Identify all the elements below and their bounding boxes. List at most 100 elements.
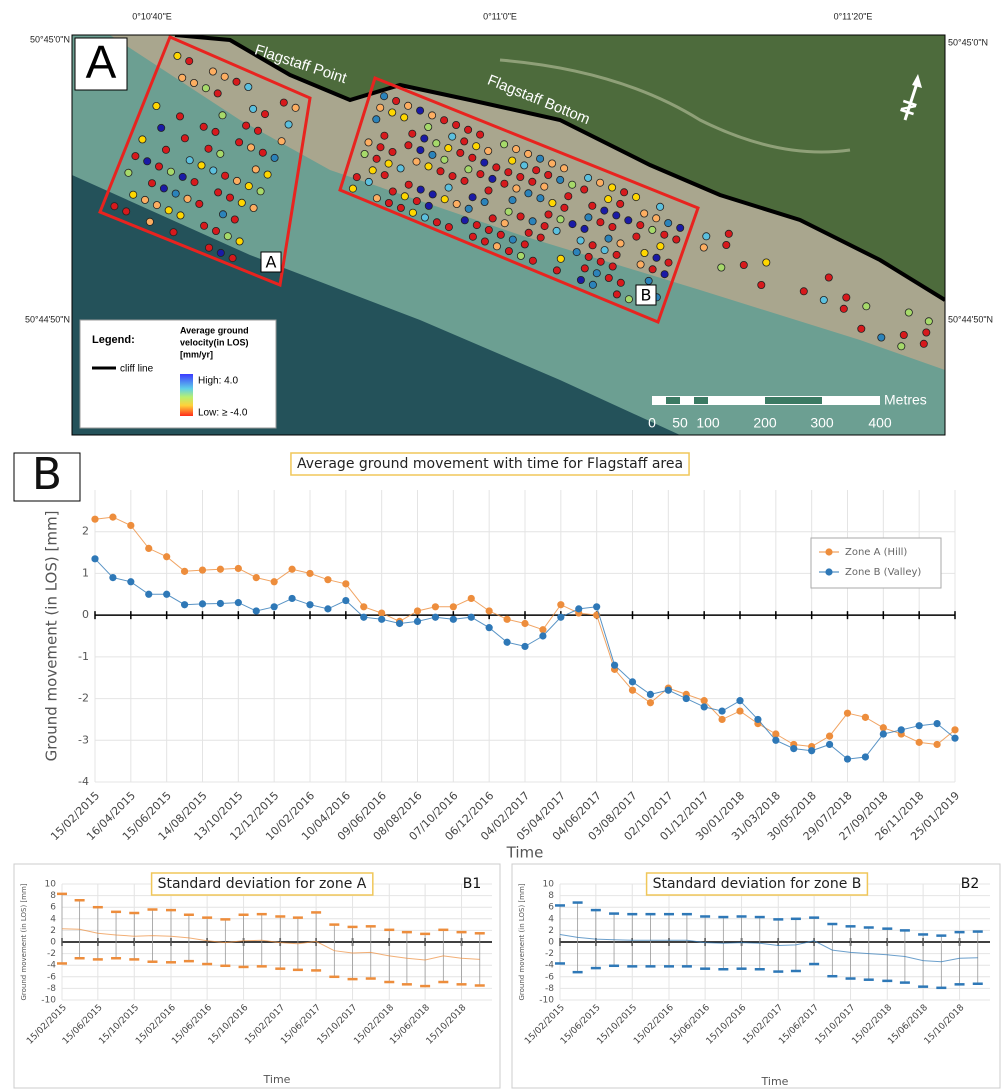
map-dot [179, 173, 186, 180]
map-dot [521, 162, 528, 169]
page: {"map": {"panel": "A", "lon_labels": ["0… [0, 0, 1004, 1090]
map-dot [633, 233, 640, 240]
map-dot [409, 209, 416, 216]
map-dot [513, 146, 520, 153]
map-dot [153, 202, 160, 209]
map-dot [609, 223, 616, 230]
map-dot [425, 123, 432, 130]
map-dot [205, 244, 212, 251]
map-dot [212, 227, 219, 234]
map-dot [264, 171, 271, 178]
lon-label: 0°11'0"E [483, 11, 517, 21]
map-dot [529, 257, 536, 264]
data-point [432, 614, 439, 621]
map-dot [210, 167, 217, 174]
legend-label: Zone A (Hill) [845, 547, 907, 558]
legend-swatch [825, 548, 832, 555]
map-dot [250, 204, 257, 211]
chart-title: Standard deviation for zone B [653, 876, 862, 892]
map-dot [625, 217, 632, 224]
map-dot [405, 102, 412, 109]
data-point [844, 755, 851, 762]
y-tick-label: -4 [78, 775, 89, 788]
map-dot [381, 132, 388, 139]
map-dot [900, 331, 907, 338]
map-dot [226, 194, 233, 201]
y-tick-label: 6 [548, 903, 554, 913]
data-point [324, 605, 331, 612]
map-dot [132, 153, 139, 160]
map-dot [469, 154, 476, 161]
map-dot [425, 202, 432, 209]
data-point [468, 595, 475, 602]
map-dot [184, 195, 191, 202]
map-dot [280, 99, 287, 106]
data-point [933, 720, 940, 727]
map-dot [461, 177, 468, 184]
map-dot [525, 229, 532, 236]
map-dot [477, 171, 484, 178]
legend-label: Zone B (Valley) [845, 567, 921, 578]
map-dot [509, 236, 516, 243]
data-point [916, 722, 923, 729]
map-dot [271, 154, 278, 161]
data-point [772, 730, 779, 737]
map-dot [541, 183, 548, 190]
data-point [306, 570, 313, 577]
data-point [754, 716, 761, 723]
data-point [360, 614, 367, 621]
map-dot [863, 303, 870, 310]
map-dot [561, 165, 568, 172]
map-dot [445, 184, 452, 191]
data-point [701, 703, 708, 710]
data-point [217, 566, 224, 573]
map-dot [186, 58, 193, 65]
scale-label: 400 [868, 415, 892, 431]
map-dot [501, 220, 508, 227]
map-dot [170, 229, 177, 236]
panel-frame [512, 864, 1000, 1088]
map-dot [441, 117, 448, 124]
map-dot [725, 230, 732, 237]
map-dot [617, 200, 624, 207]
data-point [378, 609, 385, 616]
map-dot [158, 124, 165, 131]
map-dot [254, 127, 261, 134]
data-point [468, 614, 475, 621]
data-point [557, 614, 564, 621]
data-point [288, 595, 295, 602]
map-dot [569, 221, 576, 228]
map-dot [214, 90, 221, 97]
map-dot [425, 163, 432, 170]
scale-label: 300 [810, 415, 834, 431]
map-dot [167, 168, 174, 175]
map-dot [172, 190, 179, 197]
y-tick-label: -10 [41, 996, 56, 1006]
y-tick-label: -2 [78, 692, 89, 705]
y-tick-label: -2 [47, 949, 56, 959]
map-dot [485, 226, 492, 233]
map-dot [537, 155, 544, 162]
map-dot [820, 296, 827, 303]
y-tick-label: -8 [47, 984, 56, 994]
data-point [790, 745, 797, 752]
map-dot [657, 243, 664, 250]
data-point [181, 568, 188, 575]
map-dot [449, 133, 456, 140]
legend-title: Legend: [92, 334, 135, 346]
x-axis-label: Time [761, 1075, 789, 1088]
map: A Flagstaff Point Flagstaff Bottom A B N… [72, 35, 945, 435]
map-dot [469, 194, 476, 201]
map-dot [613, 251, 620, 258]
map-dot [489, 175, 496, 182]
map-dot [445, 145, 452, 152]
map-dot [361, 150, 368, 157]
data-point [718, 707, 725, 714]
y-tick-label: 10 [543, 880, 555, 890]
data-point [360, 603, 367, 610]
map-dot [393, 97, 400, 104]
legend-label: Average ground [180, 325, 249, 335]
map-dot [453, 121, 460, 128]
data-point [109, 514, 116, 521]
map-dot [758, 281, 765, 288]
